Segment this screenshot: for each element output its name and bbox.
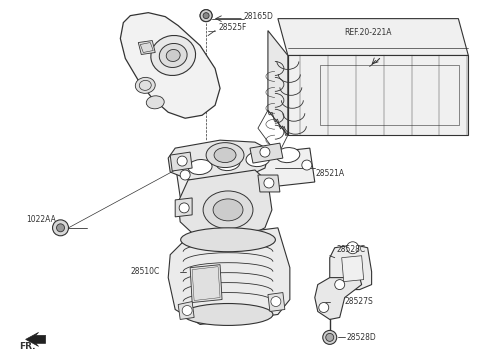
Text: 28528D: 28528D: [347, 333, 376, 342]
Polygon shape: [250, 143, 283, 163]
Ellipse shape: [180, 228, 276, 252]
Circle shape: [347, 242, 359, 254]
Text: FR.: FR.: [19, 342, 35, 351]
Polygon shape: [168, 228, 290, 325]
Polygon shape: [175, 148, 315, 197]
Ellipse shape: [166, 50, 180, 61]
Text: REF.20-221A: REF.20-221A: [345, 28, 392, 37]
Text: 28525F: 28525F: [218, 23, 246, 32]
Text: 28521A: 28521A: [316, 168, 345, 177]
Text: 28510C: 28510C: [130, 267, 159, 276]
Circle shape: [335, 280, 345, 290]
Ellipse shape: [135, 78, 155, 93]
Polygon shape: [190, 265, 222, 303]
Polygon shape: [170, 152, 192, 171]
Circle shape: [203, 13, 209, 19]
Ellipse shape: [214, 148, 236, 163]
Ellipse shape: [151, 36, 195, 75]
Circle shape: [52, 220, 69, 236]
Text: 28527S: 28527S: [345, 297, 373, 306]
Polygon shape: [315, 278, 361, 320]
Ellipse shape: [188, 159, 212, 174]
Circle shape: [326, 334, 334, 341]
Ellipse shape: [159, 43, 187, 67]
Polygon shape: [278, 19, 468, 56]
Circle shape: [182, 306, 192, 316]
Polygon shape: [268, 293, 285, 312]
Circle shape: [323, 330, 336, 344]
Polygon shape: [138, 41, 155, 55]
Circle shape: [177, 156, 187, 166]
Ellipse shape: [203, 191, 253, 229]
Polygon shape: [168, 140, 270, 180]
Text: 28528C: 28528C: [336, 245, 366, 254]
Circle shape: [302, 160, 312, 170]
Ellipse shape: [146, 96, 164, 109]
Polygon shape: [330, 245, 372, 290]
Polygon shape: [178, 170, 272, 240]
Ellipse shape: [276, 148, 300, 163]
Circle shape: [264, 178, 274, 188]
Circle shape: [57, 224, 64, 232]
Polygon shape: [120, 13, 220, 118]
Polygon shape: [178, 302, 194, 320]
Circle shape: [180, 170, 190, 180]
Polygon shape: [268, 31, 288, 135]
Ellipse shape: [183, 303, 273, 325]
Polygon shape: [25, 332, 46, 346]
Ellipse shape: [213, 199, 243, 221]
Polygon shape: [342, 256, 364, 281]
Circle shape: [319, 303, 329, 312]
Ellipse shape: [246, 151, 270, 167]
Circle shape: [200, 10, 212, 22]
Circle shape: [271, 297, 281, 307]
Polygon shape: [288, 56, 468, 135]
Polygon shape: [258, 175, 280, 192]
Circle shape: [200, 10, 212, 22]
Ellipse shape: [216, 155, 240, 171]
Circle shape: [260, 147, 270, 157]
Polygon shape: [175, 198, 192, 217]
Text: 1022AA: 1022AA: [26, 215, 57, 224]
Circle shape: [179, 203, 189, 213]
Ellipse shape: [206, 143, 244, 168]
Text: 28165D: 28165D: [244, 12, 274, 21]
